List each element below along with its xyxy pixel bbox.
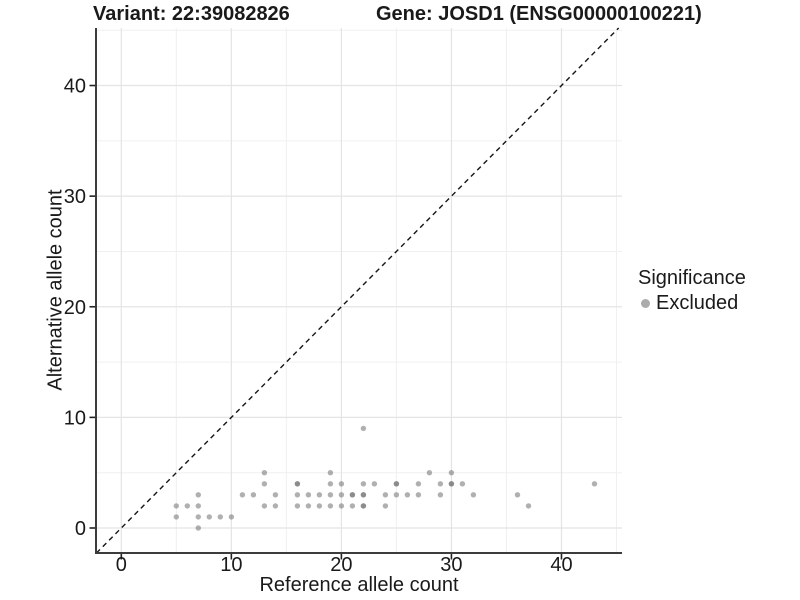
x-tick-label: 30 — [440, 554, 462, 576]
data-point — [349, 492, 356, 498]
data-point — [305, 492, 312, 498]
data-point — [195, 525, 201, 531]
data-point — [437, 481, 444, 487]
y-axis-title: Alternative allele count — [44, 189, 67, 391]
data-point — [415, 492, 422, 498]
data-point — [228, 514, 235, 520]
data-point — [360, 492, 367, 498]
data-point — [195, 503, 201, 509]
y-tick-label: 20 — [64, 297, 86, 319]
legend: Significance Excluded — [638, 266, 746, 314]
data-point — [316, 503, 323, 509]
y-tick-label: 10 — [64, 407, 86, 429]
data-point — [382, 503, 389, 509]
data-point — [360, 503, 367, 509]
data-point — [327, 470, 334, 476]
legend-item-label: Excluded — [656, 292, 739, 314]
data-point — [272, 503, 279, 509]
data-point — [360, 481, 367, 487]
data-point — [261, 470, 268, 476]
y-tick-label: 30 — [64, 186, 86, 208]
data-point — [382, 492, 389, 498]
data-point — [338, 503, 345, 509]
data-point — [470, 492, 477, 498]
variant-title: Variant: 22:39082826 — [93, 3, 290, 25]
data-point — [184, 503, 190, 509]
data-point — [173, 514, 179, 520]
data-point — [206, 514, 212, 520]
data-point — [250, 492, 257, 498]
data-point — [261, 503, 268, 509]
data-point — [195, 514, 201, 520]
data-point — [261, 481, 268, 487]
data-point — [393, 492, 400, 498]
data-point — [327, 492, 334, 498]
data-point — [272, 492, 279, 498]
data-point — [294, 481, 301, 487]
data-point — [404, 492, 411, 498]
data-point — [349, 503, 356, 509]
data-point — [360, 425, 367, 432]
data-point — [393, 481, 400, 487]
y-tick-label: 40 — [64, 76, 86, 98]
data-point — [338, 492, 345, 498]
data-point — [294, 492, 301, 498]
data-point — [195, 492, 201, 498]
data-point — [437, 492, 444, 498]
data-point — [448, 481, 455, 487]
data-point — [525, 503, 532, 509]
legend-title: Significance — [638, 267, 746, 289]
data-point — [415, 481, 422, 487]
data-point — [327, 503, 334, 509]
x-tick-label: 10 — [220, 554, 242, 576]
gene-title: Gene: JOSD1 (ENSG00000100221) — [376, 3, 702, 25]
data-point — [514, 492, 521, 498]
data-point — [338, 481, 345, 487]
x-tick-label: 0 — [116, 554, 127, 576]
x-tick-label: 40 — [550, 554, 572, 576]
data-point — [173, 503, 179, 509]
y-tick-label: 0 — [75, 518, 86, 540]
data-point — [294, 503, 301, 509]
data-point — [305, 503, 312, 509]
excluded-point-icon — [641, 298, 650, 308]
identity-line — [95, 27, 620, 554]
data-point — [239, 492, 246, 498]
data-point — [316, 492, 323, 498]
data-point — [371, 481, 378, 487]
data-point — [217, 514, 223, 520]
legend-item-excluded: Excluded — [641, 292, 746, 314]
data-point — [448, 470, 455, 476]
x-tick-label: 20 — [330, 554, 352, 576]
data-point — [591, 481, 598, 487]
data-point — [459, 481, 466, 487]
x-axis-title: Reference allele count — [259, 574, 459, 596]
data-point — [327, 481, 334, 487]
data-point — [426, 470, 433, 476]
